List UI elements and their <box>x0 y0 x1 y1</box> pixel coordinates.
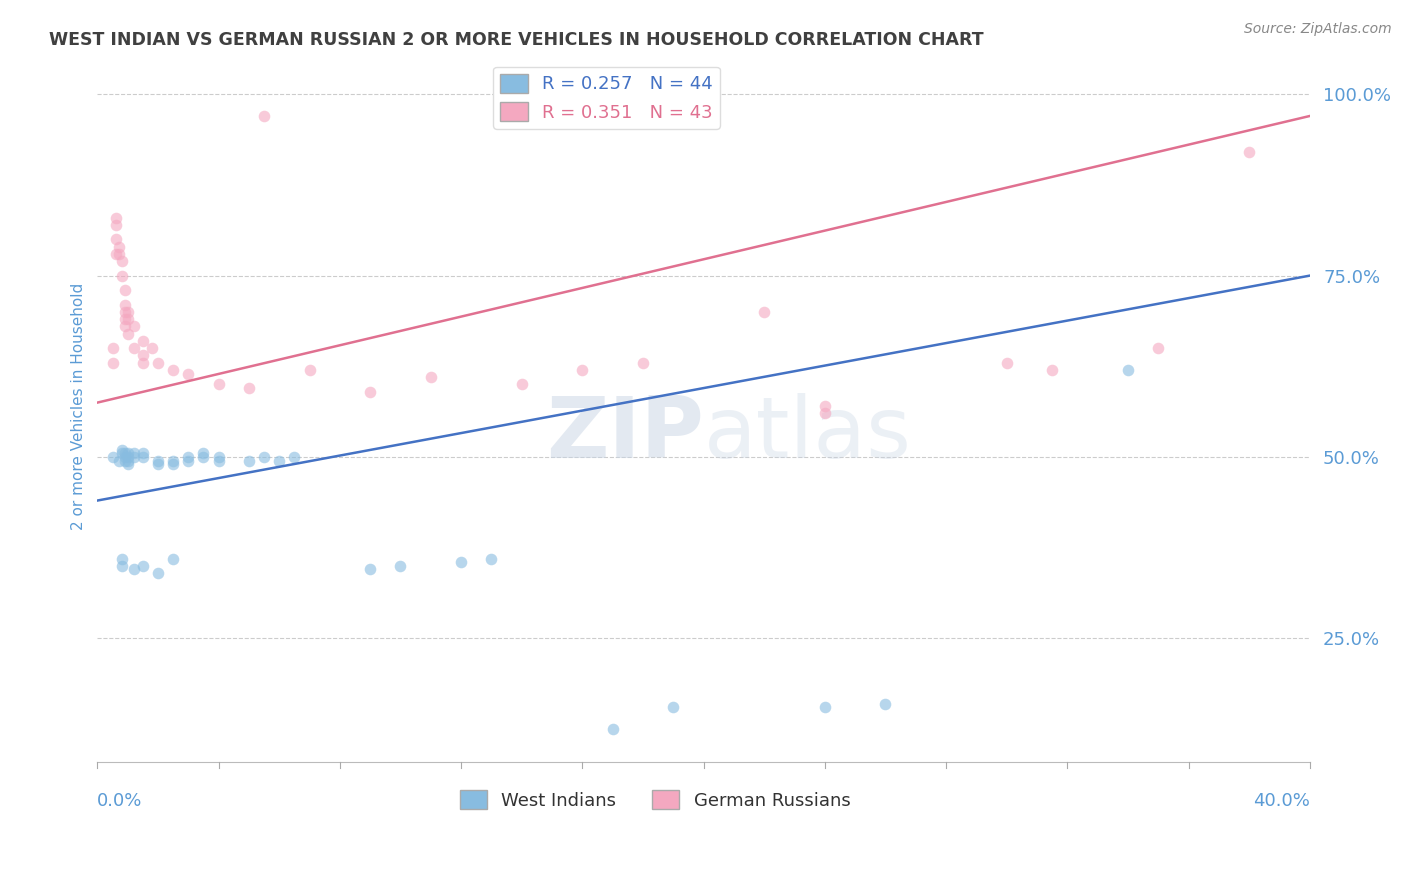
Point <box>132 446 155 460</box>
Point <box>132 356 155 370</box>
Point <box>122 319 145 334</box>
Point <box>117 457 139 471</box>
Point <box>177 367 200 381</box>
Point <box>101 341 124 355</box>
Point <box>122 450 145 464</box>
Point <box>104 232 127 246</box>
Point <box>481 551 503 566</box>
Point <box>162 453 184 467</box>
Point <box>298 363 321 377</box>
Point <box>207 450 229 464</box>
Point <box>146 356 169 370</box>
Text: Source: ZipAtlas.com: Source: ZipAtlas.com <box>1244 22 1392 37</box>
Point <box>117 312 139 326</box>
Point <box>631 356 654 370</box>
Point <box>114 298 136 312</box>
Point <box>104 247 127 261</box>
Point <box>162 457 184 471</box>
Point <box>117 453 139 467</box>
Point <box>114 446 136 460</box>
Point <box>283 450 305 464</box>
Point <box>193 450 215 464</box>
Point <box>162 363 184 377</box>
Point <box>101 450 124 464</box>
Point <box>1040 363 1063 377</box>
Y-axis label: 2 or more Vehicles in Household: 2 or more Vehicles in Household <box>72 283 86 530</box>
Point <box>510 377 533 392</box>
Point <box>117 446 139 460</box>
Text: atlas: atlas <box>703 393 911 476</box>
Point <box>104 211 127 225</box>
Text: 0.0%: 0.0% <box>97 792 143 810</box>
Text: 40.0%: 40.0% <box>1253 792 1310 810</box>
Point <box>450 555 472 569</box>
Point <box>132 558 155 573</box>
Point <box>602 722 624 736</box>
Point <box>253 109 276 123</box>
Point <box>110 446 132 460</box>
Point <box>359 384 381 399</box>
Point <box>122 341 145 355</box>
Point <box>122 446 145 460</box>
Point <box>101 356 124 370</box>
Point <box>253 450 276 464</box>
Point <box>132 334 155 348</box>
Point <box>269 453 291 467</box>
Point <box>359 562 381 576</box>
Point <box>117 305 139 319</box>
Point <box>177 450 200 464</box>
Point <box>110 254 132 268</box>
Text: WEST INDIAN VS GERMAN RUSSIAN 2 OR MORE VEHICLES IN HOUSEHOLD CORRELATION CHART: WEST INDIAN VS GERMAN RUSSIAN 2 OR MORE … <box>49 31 984 49</box>
Point <box>132 348 155 362</box>
Point <box>419 370 441 384</box>
Point <box>875 697 897 711</box>
Point <box>132 450 155 464</box>
Point <box>162 551 184 566</box>
Point <box>207 453 229 467</box>
Point <box>107 247 129 261</box>
Point <box>114 453 136 467</box>
Point <box>117 450 139 464</box>
Point <box>814 399 837 413</box>
Point <box>814 407 837 421</box>
Point <box>110 442 132 457</box>
Point <box>754 305 776 319</box>
Point <box>207 377 229 392</box>
Point <box>114 312 136 326</box>
Point <box>1116 363 1139 377</box>
Point <box>110 558 132 573</box>
Point <box>571 363 593 377</box>
Point <box>238 453 260 467</box>
Point <box>114 319 136 334</box>
Point <box>146 453 169 467</box>
Point <box>107 239 129 253</box>
Point <box>114 305 136 319</box>
Point <box>141 341 163 355</box>
Point <box>1147 341 1170 355</box>
Point <box>995 356 1018 370</box>
Point <box>389 558 412 573</box>
Point <box>662 700 685 714</box>
Point <box>146 566 169 581</box>
Point <box>107 453 129 467</box>
Text: ZIP: ZIP <box>546 393 703 476</box>
Point <box>110 551 132 566</box>
Point <box>193 446 215 460</box>
Point <box>110 268 132 283</box>
Point <box>114 450 136 464</box>
Point <box>114 283 136 297</box>
Point <box>814 700 837 714</box>
Point <box>117 326 139 341</box>
Point <box>104 218 127 232</box>
Point <box>146 457 169 471</box>
Point <box>238 381 260 395</box>
Legend: West Indians, German Russians: West Indians, German Russians <box>453 783 858 817</box>
Point <box>1237 145 1260 160</box>
Point <box>122 562 145 576</box>
Point <box>177 453 200 467</box>
